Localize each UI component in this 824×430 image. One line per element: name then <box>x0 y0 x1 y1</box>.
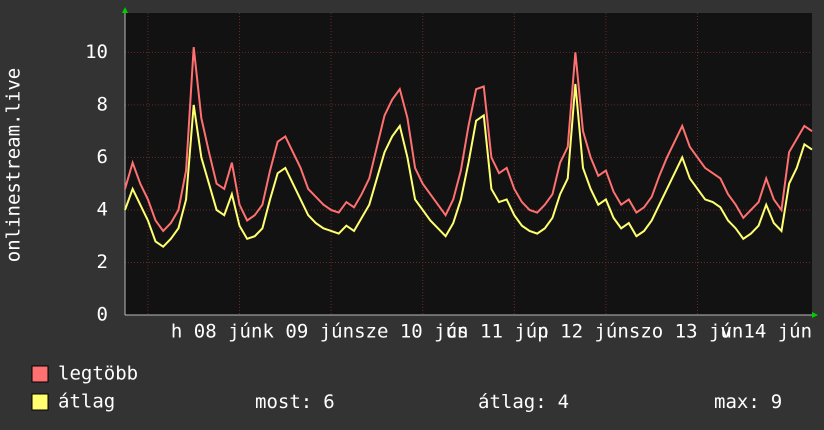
legend-swatch <box>31 393 49 411</box>
legend-label: átlag <box>58 391 115 413</box>
x-tick-label: p 12 jún <box>537 321 629 343</box>
x-tick-label: cs 11 jún <box>446 321 549 343</box>
stat-value: 9 <box>771 391 782 413</box>
y-tick-label: 6 <box>97 146 108 168</box>
stat-value: 6 <box>323 391 334 413</box>
stat: most: 6 <box>255 391 335 413</box>
stat: átlag: 4 <box>478 391 569 413</box>
stat-label: átlag: <box>478 391 547 413</box>
y-tick-label: 4 <box>97 198 108 220</box>
series-line <box>124 47 813 233</box>
y-tick-label: 10 <box>85 41 108 63</box>
x-tick-label: k 09 jún <box>263 321 355 343</box>
stat-label: max: <box>714 391 760 413</box>
stat: max: 9 <box>714 391 782 413</box>
legend-label: legtöbb <box>58 363 138 385</box>
y-tick-label: 0 <box>97 304 108 326</box>
x-tick-label: sze 10 jún <box>354 321 468 343</box>
series-line <box>124 83 813 249</box>
legend-swatch <box>31 365 49 383</box>
stat-label: most: <box>255 391 312 413</box>
stat-value: 4 <box>558 391 569 413</box>
axis-arrow <box>812 312 818 318</box>
axis-arrow <box>122 7 128 13</box>
x-tick-label: h 08 jún <box>171 321 263 343</box>
y-axis-label: onlinestream.live <box>3 68 25 262</box>
x-tick-label: szo 13 jún <box>629 321 743 343</box>
x-tick-label: v 14 jún <box>721 321 813 343</box>
y-tick-label: 8 <box>97 93 108 115</box>
y-tick-label: 2 <box>97 251 108 273</box>
